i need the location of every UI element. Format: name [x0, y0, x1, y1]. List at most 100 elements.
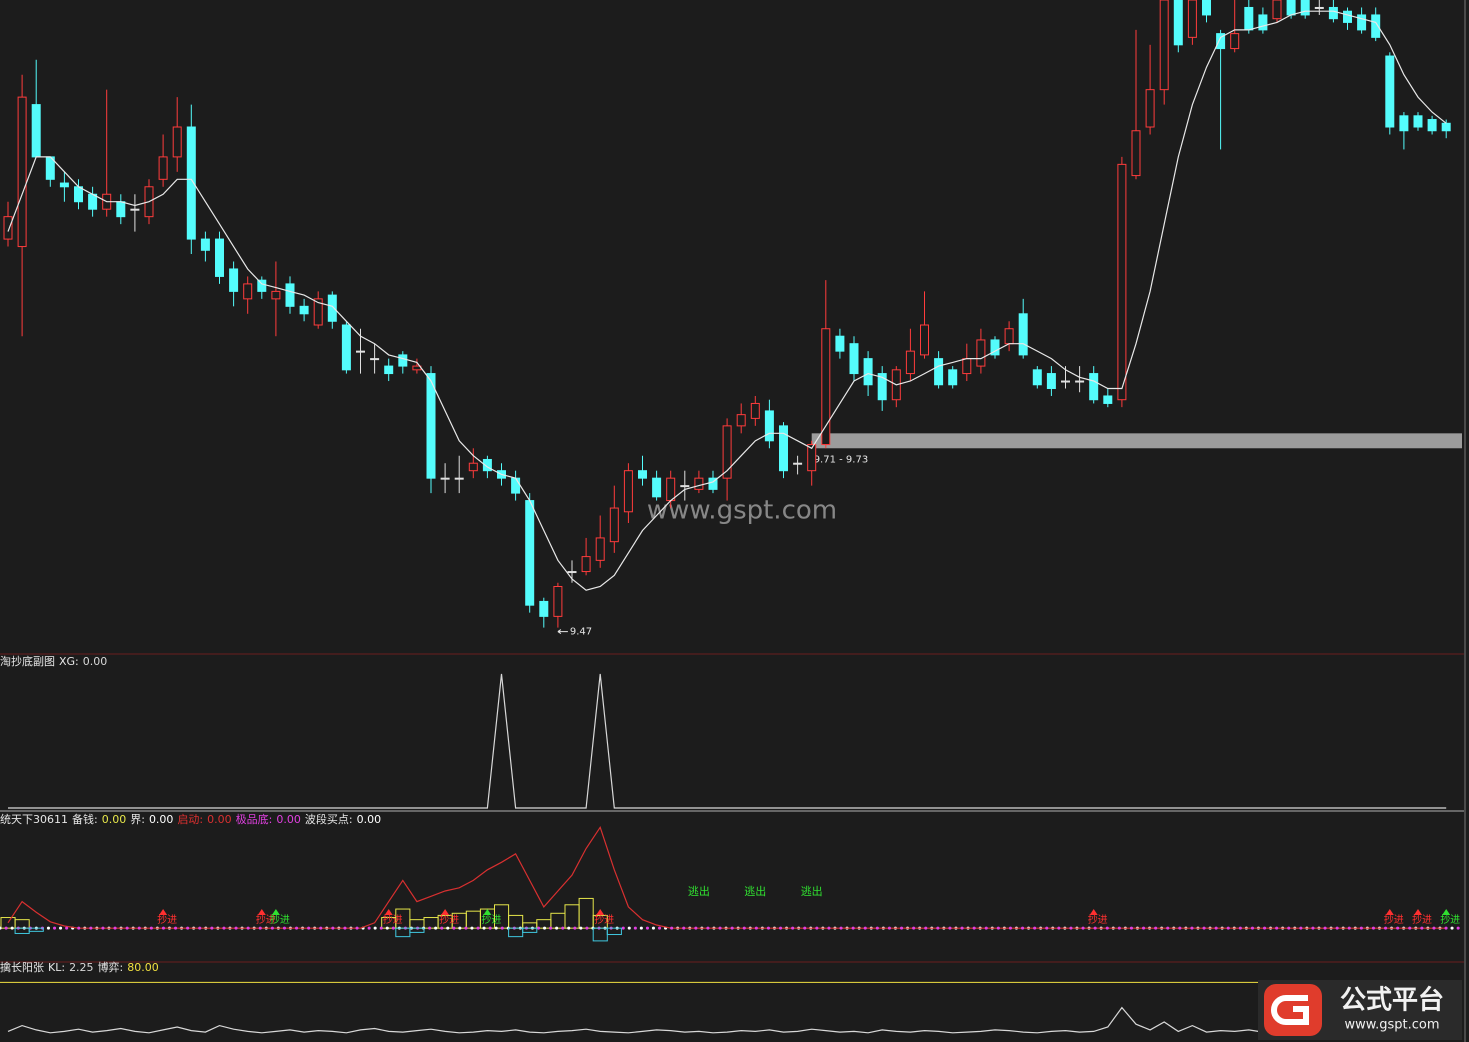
candle-body [1061, 380, 1070, 383]
candle-body [130, 208, 140, 211]
candle-body [1357, 14, 1367, 31]
candle-body [215, 238, 224, 277]
candle-body [976, 339, 986, 367]
logo-title: 公式平台 [1340, 985, 1444, 1016]
buy-arrow [1414, 909, 1422, 915]
candle-body [440, 477, 450, 480]
candle-body [1258, 14, 1268, 31]
legend-name: 备钱: [72, 812, 98, 826]
candle-body [327, 294, 337, 322]
candle-body [1103, 395, 1113, 404]
candle-body [285, 283, 295, 307]
candle-body [1328, 6, 1338, 20]
candle-body [1145, 89, 1155, 128]
candle-body [609, 507, 619, 543]
candle-body [1286, 0, 1296, 16]
series-line [8, 673, 1447, 809]
candle-body [934, 358, 944, 386]
buy-signal: 抄进 [256, 913, 276, 926]
legend-name: XG: [59, 655, 79, 668]
candle-body [200, 238, 210, 251]
buy-signal: 抄进 [439, 913, 459, 926]
candle-body [948, 369, 958, 386]
candle-body [384, 365, 394, 375]
panel-title: 擒长阳张 [0, 960, 44, 974]
candle-body [1441, 122, 1451, 132]
candle-body [511, 477, 521, 494]
candle-body [694, 477, 704, 490]
legend-name: 启动: [177, 813, 203, 826]
candle-body [835, 335, 845, 352]
step-bar [28, 927, 44, 932]
legend-value: 0.00 [83, 655, 108, 668]
legend-value: 2.25 [69, 961, 94, 974]
moving-average [7, 10, 1447, 591]
candle-body [1413, 115, 1423, 128]
candle-body [736, 414, 746, 427]
candle-body [1399, 115, 1409, 132]
panel-title: 统天下30611 [0, 813, 68, 826]
candle-body [1385, 55, 1395, 128]
candle-body [905, 350, 915, 375]
candle-body [680, 485, 690, 488]
candle-body [1244, 6, 1254, 31]
candle-body [1272, 0, 1282, 20]
candle-body [257, 279, 267, 292]
candle-body [863, 358, 873, 386]
candle-body [158, 156, 168, 180]
candle-body [31, 104, 41, 158]
candle-body [59, 182, 69, 188]
candle-body [1173, 0, 1183, 46]
candle-body [764, 410, 774, 442]
candle-body [623, 470, 633, 513]
series-line [7, 1006, 1447, 1039]
buy-arrow [1089, 909, 1098, 915]
candle-body [821, 328, 831, 446]
panel-title: 淘抄底副图 [0, 654, 55, 668]
candle-body [1427, 119, 1437, 132]
buy-arrow [384, 909, 393, 915]
candle-body [1230, 33, 1240, 50]
candle-body [1343, 10, 1352, 23]
legend-value: 0.00 [207, 813, 232, 826]
candle-body [341, 324, 351, 371]
candle-body [3, 216, 13, 240]
legend-value: 0.00 [276, 813, 301, 826]
buy-arrow [257, 909, 266, 915]
candle-body [652, 477, 662, 498]
low-arrow [557, 629, 568, 635]
candle-body [1187, 0, 1197, 38]
candle-body [750, 402, 760, 419]
candle-body [567, 571, 577, 574]
buy-signal: 抄进 [383, 913, 403, 926]
candle-body [299, 305, 309, 315]
candle-body [1089, 373, 1099, 401]
step-bar [409, 927, 425, 933]
candle-body [1300, 0, 1310, 16]
buy-arrow [1442, 909, 1451, 915]
sell-signal: 逃出 [801, 884, 823, 898]
candle-body [990, 339, 1000, 356]
legend-name: 极品底: [236, 812, 273, 826]
logo-glyph [1271, 995, 1309, 1025]
buy-arrow [596, 909, 605, 915]
candle-body [454, 477, 464, 480]
candle-body [849, 343, 859, 375]
candle-body [1314, 6, 1324, 9]
candle-body [553, 585, 563, 617]
candle-body [426, 373, 436, 479]
buy-signal: 抄进 [1088, 913, 1108, 926]
candle-body [17, 96, 27, 248]
low-label: 9.47 [570, 627, 592, 638]
candle-body [1046, 373, 1056, 390]
candle-body [1004, 328, 1014, 345]
buy-signal: 抄进 [1412, 913, 1432, 926]
candle-body [186, 126, 196, 240]
buy-signal: 抄进 [594, 913, 614, 926]
buy-signal: 抄进 [481, 913, 501, 926]
sell-signal: 逃出 [688, 884, 710, 898]
buy-signal: 抄进 [1440, 913, 1460, 926]
candle-body [638, 470, 647, 479]
candle-body [398, 354, 408, 367]
